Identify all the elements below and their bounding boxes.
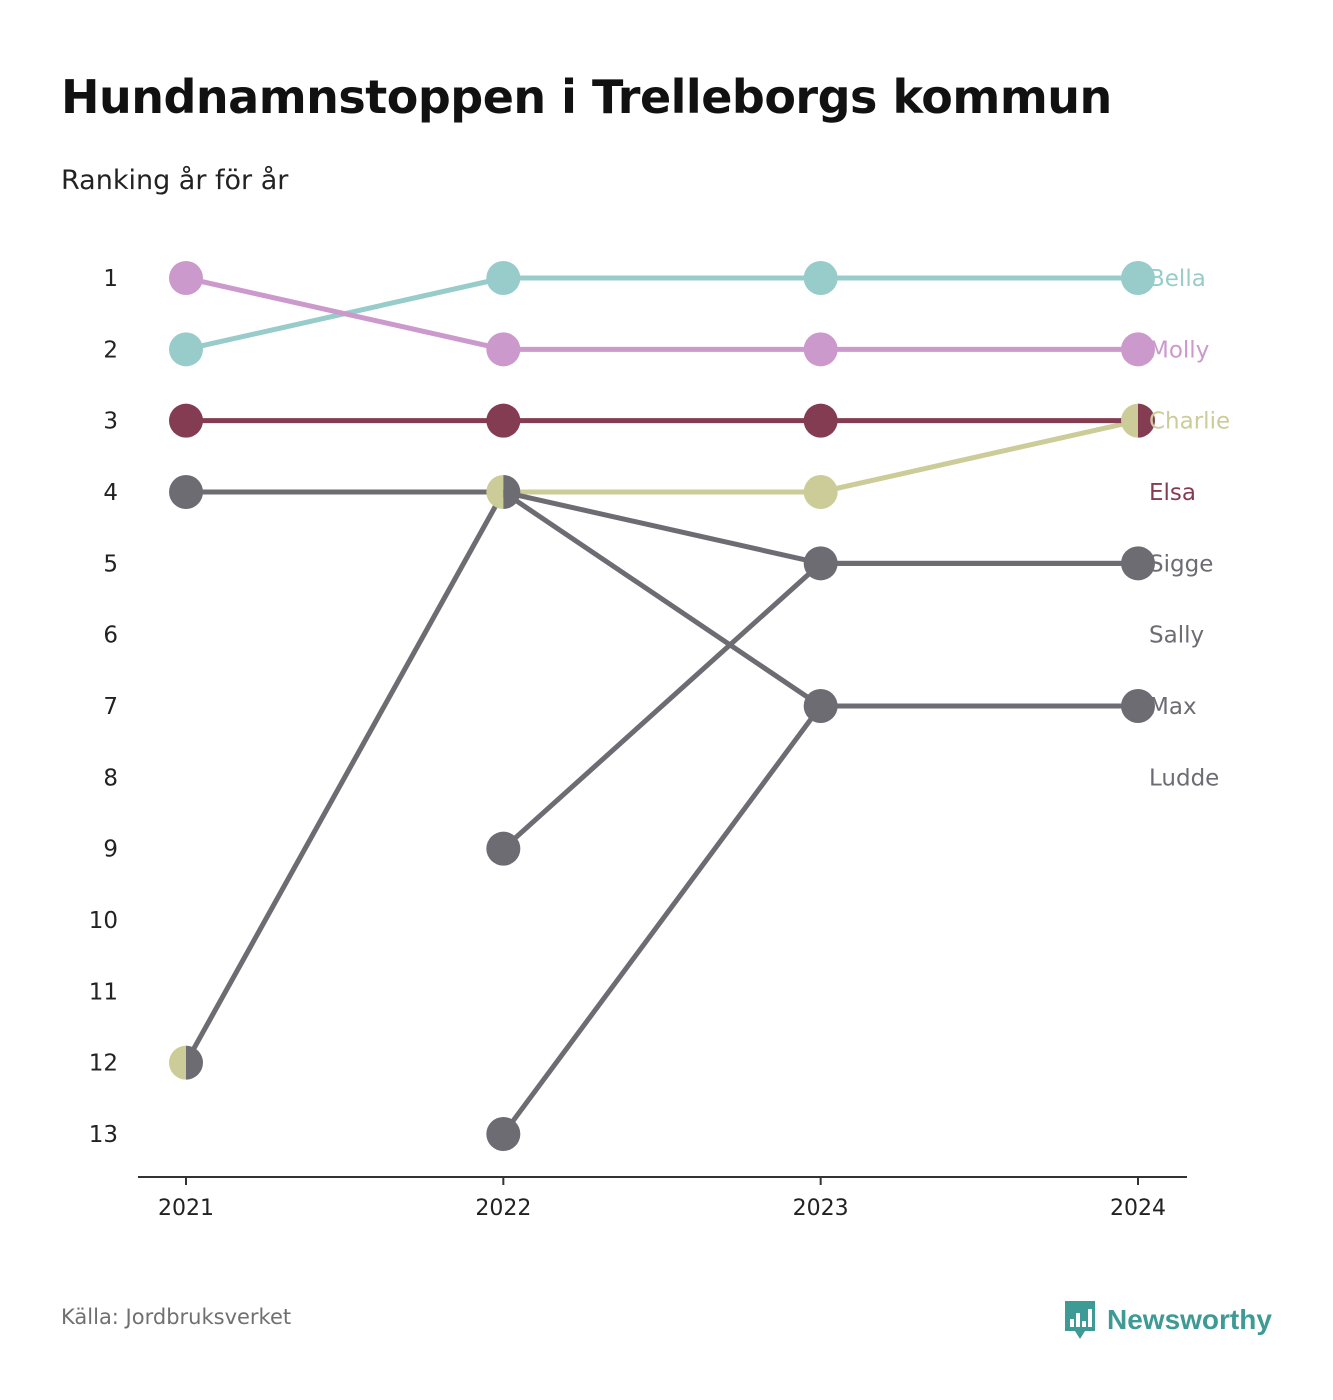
series-line-bella: [183, 275, 1141, 352]
series-line-molly: [183, 275, 1141, 352]
data-point-2022-rank-9: [486, 831, 521, 866]
data-point-2021-rank-4: [169, 475, 203, 509]
y-tick-label: 3: [103, 409, 118, 435]
y-tick-label: 1: [103, 266, 118, 292]
series-label-elsa: Elsa: [1149, 480, 1196, 506]
chart-subtitle: Ranking år för år: [61, 165, 289, 196]
y-tick-label: 13: [89, 1122, 118, 1148]
y-tick-label: 5: [103, 551, 118, 577]
data-point-2022-rank-13: [486, 1117, 521, 1151]
series-label-bella: Bella: [1149, 266, 1206, 292]
brand-name: Newsworthy: [1107, 1304, 1272, 1335]
data-point-2024-rank-2: [1121, 332, 1155, 367]
y-tick-label: 12: [89, 1051, 118, 1077]
x-tick-label: 2021: [158, 1196, 214, 1221]
series-points: [169, 261, 1155, 1151]
series-label-sigge: Sigge: [1149, 551, 1213, 577]
series-line-max: [500, 703, 1141, 1137]
y-tick-label: 10: [89, 908, 118, 934]
series-labels: Bella Molly Charlie Elsa Sigge Sally Max Ludde: [1149, 266, 1230, 791]
data-point-2022-rank-3: [486, 403, 521, 438]
series-line-sally: [183, 489, 1141, 1066]
data-point-2022-rank-1: [486, 261, 521, 295]
series-line-charlie: [183, 418, 1141, 1066]
brand-logo[interactable]: Newsworthy: [1063, 1298, 1272, 1342]
data-point-2021-rank-3: [169, 403, 203, 438]
data-point-2021-rank-1: [169, 261, 203, 295]
data-point-2021-rank-2: [169, 332, 203, 367]
y-tick-label: 11: [89, 979, 118, 1005]
data-point-2023-rank-5: [803, 546, 838, 581]
series-lines: [183, 275, 1141, 1137]
data-point-2024-rank-1: [1121, 261, 1155, 295]
x-tick-label: 2023: [793, 1196, 849, 1221]
y-tick-label: 6: [103, 623, 118, 649]
y-tick-label: 4: [103, 480, 118, 506]
newsworthy-logo-icon: [1065, 1301, 1095, 1339]
y-tick-label: 2: [103, 337, 118, 363]
data-point-2024-rank-5: [1121, 546, 1155, 581]
data-point-2023-rank-2: [803, 332, 838, 367]
series-label-max: Max: [1149, 694, 1197, 720]
series-label-molly: Molly: [1149, 337, 1209, 363]
data-point-2023-rank-7: [803, 689, 838, 723]
y-tick-label: 9: [103, 837, 118, 863]
data-point-2021-rank-12: [169, 1045, 203, 1080]
y-tick-label: 7: [103, 694, 118, 720]
data-point-2023-rank-4: [803, 475, 838, 509]
x-tick-label: 2022: [475, 1196, 531, 1221]
source-note: Källa: Jordbruksverket: [61, 1305, 292, 1329]
y-tick-label: 8: [103, 765, 118, 791]
data-point-2024-rank-3: [1121, 403, 1155, 438]
x-tick-label: 2024: [1110, 1196, 1166, 1221]
series-label-ludde: Ludde: [1149, 765, 1219, 791]
data-point-2023-rank-3: [803, 403, 838, 438]
series-label-sally: Sally: [1149, 623, 1204, 649]
chart-title: Hundnamnstoppen i Trelleborgs kommun: [61, 70, 1112, 124]
series-label-charlie: Charlie: [1149, 409, 1230, 435]
data-point-2022-rank-2: [486, 332, 521, 367]
data-point-2022-rank-4: [486, 475, 521, 509]
data-point-2024-rank-7: [1121, 689, 1155, 723]
data-point-2023-rank-1: [803, 261, 838, 295]
series-line-ludde: [183, 489, 1141, 566]
